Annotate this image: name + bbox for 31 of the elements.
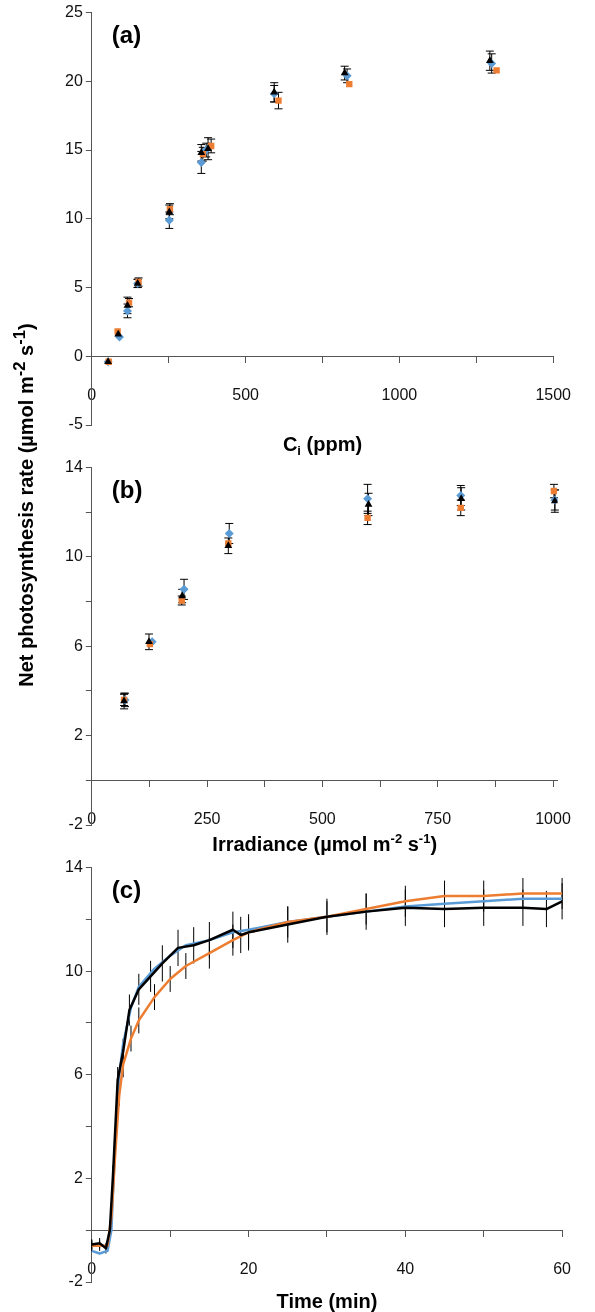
y-tick-label: 15 [65, 140, 83, 158]
y-tick-label: 14 [65, 458, 83, 476]
y-tick-label: 0 [73, 346, 83, 364]
x-tick-label: 1000 [535, 810, 571, 828]
x-tick-label: 40 [396, 1260, 415, 1278]
x-tick-label: 500 [232, 386, 260, 404]
y-tick-label: 10 [65, 961, 83, 979]
chart-title: (b) [111, 476, 143, 504]
y-tick-label: 10 [65, 547, 83, 565]
y-tick-label: 25 [65, 3, 83, 21]
y-tick-label: 2 [73, 726, 83, 744]
x-tick-label: 60 [553, 1260, 572, 1278]
y-tick-label: 6 [73, 636, 83, 654]
y-tick-label: 2 [73, 1168, 83, 1186]
x-tick-label: 250 [193, 810, 221, 828]
x-tick-label: 1000 [381, 386, 418, 404]
y-tick-label: -2 [68, 815, 83, 833]
y-tick-label: -5 [68, 415, 83, 433]
y-tick-label: -2 [68, 1272, 83, 1290]
x-tick-label: 20 [239, 1260, 258, 1278]
x-axis-title: Time (min) [276, 1290, 378, 1312]
x-tick-label: 1500 [535, 386, 572, 404]
x-tick-label: 500 [309, 810, 336, 828]
y-tick-label: 20 [65, 71, 83, 89]
x-tick-label: 750 [424, 810, 452, 828]
chart-title: (c) [111, 876, 142, 904]
y-tick-label: 5 [73, 277, 83, 295]
y-tick-label: 6 [73, 1065, 83, 1083]
y-tick-label: 10 [65, 209, 83, 227]
y-tick-label: 14 [65, 858, 83, 876]
chart-title: (a) [111, 21, 142, 49]
